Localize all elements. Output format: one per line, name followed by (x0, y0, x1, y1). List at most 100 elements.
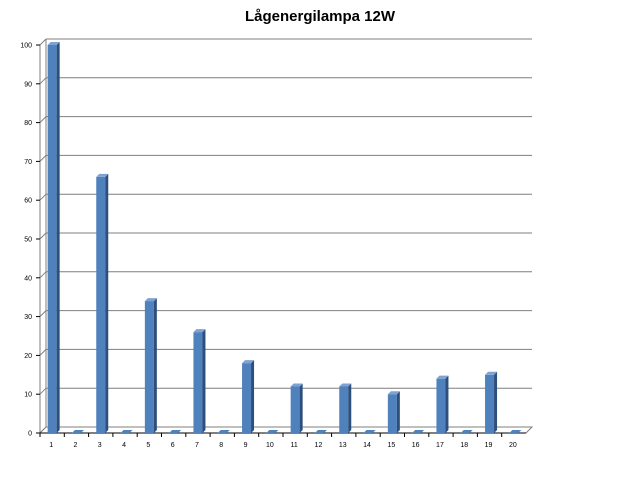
x-tick-label: 19 (485, 442, 493, 449)
x-tick-label: 16 (412, 442, 420, 449)
bar-side (202, 329, 206, 433)
x-tick-label: 8 (219, 442, 223, 449)
bar (460, 430, 473, 433)
bar-front (485, 374, 495, 433)
bar-top (436, 375, 449, 379)
bar (193, 329, 206, 433)
y-tick-label: 90 (24, 81, 32, 88)
bar (144, 298, 157, 433)
bar-side (445, 375, 449, 433)
bar-zero (460, 430, 473, 433)
y-tick-label: 30 (24, 314, 32, 321)
gridline-side (39, 271, 47, 279)
x-tick-label: 15 (387, 442, 395, 449)
gridline-side (39, 193, 47, 201)
bar-front (339, 386, 349, 433)
bar-side (153, 298, 157, 433)
bar-zero (314, 430, 327, 433)
bar-side (299, 383, 303, 433)
bar (485, 371, 498, 433)
bar-zero (266, 430, 279, 433)
y-tick-label: 50 (24, 237, 32, 244)
x-tick-label: 9 (244, 442, 248, 449)
bar-side (396, 391, 400, 433)
bar (387, 391, 400, 433)
gridlines (39, 38, 532, 434)
bar-front (47, 45, 57, 433)
bar-front (144, 301, 154, 433)
bar-top (96, 173, 109, 177)
bar-side (105, 173, 109, 434)
y-tick-label: 20 (24, 353, 32, 360)
gridline-side (39, 349, 47, 356)
bar-front (387, 394, 397, 433)
bars (47, 42, 522, 434)
bar (120, 430, 133, 433)
gridline-side (39, 232, 47, 240)
bar (96, 173, 109, 434)
gridline-side (39, 38, 47, 46)
x-tick-label: 12 (315, 442, 323, 449)
bar (71, 430, 84, 433)
x-tick-label: 17 (436, 442, 444, 449)
x-tick-label: 20 (509, 442, 517, 449)
x-tick-label: 13 (339, 442, 347, 449)
floor-plane (38, 426, 534, 434)
bar (290, 383, 303, 433)
x-tick-label: 7 (195, 442, 199, 449)
bar (242, 360, 255, 433)
bar-top (193, 329, 206, 333)
y-tick-label: 40 (24, 275, 32, 282)
y-tick-label: 80 (24, 120, 32, 127)
gridline-side (39, 310, 47, 317)
bar-side (494, 371, 498, 433)
bar-top (387, 391, 400, 395)
bar (47, 42, 60, 433)
bar-top (485, 371, 498, 375)
y-tick-label: 60 (24, 198, 32, 205)
chart-title: Lågenergilampa 12W (244, 8, 396, 25)
bar-zero (509, 430, 522, 433)
gridline-side (39, 77, 47, 85)
bar (217, 430, 230, 433)
bar-zero (363, 430, 376, 433)
bar (266, 430, 279, 433)
chart-floor (38, 426, 534, 434)
bar-front (96, 176, 106, 434)
x-tick-label: 1 (49, 442, 53, 449)
y-tick-label: 0 (28, 431, 32, 438)
bar-top (242, 360, 255, 364)
bar (314, 430, 327, 433)
bar-top (144, 298, 157, 302)
x-tick-label: 11 (291, 442, 298, 449)
bar-zero (217, 430, 230, 433)
gridline-side (39, 155, 47, 162)
x-tick-label: 14 (363, 442, 371, 449)
bar (436, 375, 449, 433)
bar-top (339, 383, 352, 387)
bar-top (290, 383, 303, 387)
bar (412, 430, 425, 433)
bar (509, 430, 522, 433)
bar (169, 430, 182, 433)
bar-front (193, 332, 203, 433)
x-tick-label: 2 (73, 442, 77, 449)
bar-front (290, 386, 300, 433)
bar-front (242, 363, 252, 433)
x-tick-label: 18 (460, 442, 468, 449)
bar (339, 383, 352, 433)
x-tick-label: 6 (171, 442, 175, 449)
x-tick-label: 3 (98, 442, 102, 449)
bar-zero (412, 430, 425, 433)
x-tick-label: 10 (266, 442, 274, 449)
bar-side (348, 383, 352, 433)
bar-side (251, 360, 255, 433)
y-axis-ticks: 0 10 20 30 40 50 60 70 80 90 100 (20, 43, 40, 438)
bar (363, 430, 376, 433)
x-tick-label: 5 (146, 442, 150, 449)
gridline-side (39, 387, 47, 395)
x-axis-ticks: 1 2 3 4 5 6 7 8 9 10 11 12 13 14 15 16 17 18 19 20 (39, 433, 517, 449)
y-tick-label: 70 (24, 159, 32, 166)
bar-front (436, 378, 446, 433)
